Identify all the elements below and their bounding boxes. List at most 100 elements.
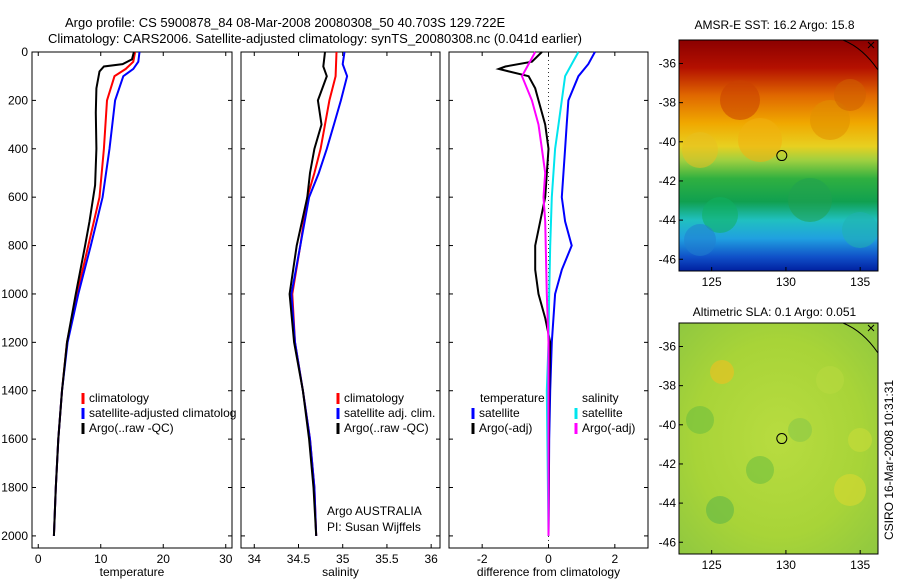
sla-ytick-label: -42 [659,457,677,471]
sst-ytick-label: -44 [659,213,677,227]
salinity-series-2 [288,51,328,536]
salinity-panel: 34 34.5 35 35.5 36 salinity climatologysatelli… [240,51,441,579]
temperature-ytick-label: 1800 [1,481,28,495]
sla-map-title: Altimetric SLA: 0.1 Argo: 0.051 [693,305,857,319]
sla-xtick-label: 135 [850,558,870,572]
temperature-ytick-label: 1200 [1,335,28,349]
sla-texture-blob [788,418,812,442]
sst-xtick-label: 125 [702,275,722,289]
sst-map-title: AMSR-E SST: 16.2 Argo: 15.8 [694,18,854,32]
temperature-series-2 [52,51,135,536]
header-line-1: Argo profile: CS 5900878_84 08-Mar-2008 … [65,15,506,30]
difference-xtick-label: 2 [611,552,618,566]
difference-legend-sal-label: satellite [582,406,623,420]
sst-ytick-label: -42 [659,174,677,188]
sla-map-frame [678,322,879,555]
difference-legend-header-salinity: salinity [582,391,619,405]
salinity-legend-label: Argo(..raw -QC) [344,421,429,435]
header-line-2: Climatology: CARS2006. Satellite-adjuste… [48,31,582,46]
temperature-ytick-label: 0 [21,45,28,59]
sst-texture-blob [720,80,760,120]
sst-texture-blob [842,212,878,248]
sst-ytick-label: -36 [659,56,677,70]
sla-ytick-label: -46 [659,535,677,549]
temperature-panel: 0 10 20 30 0 200 400 600 800 1000 1200 1400 1600 1800… [1,45,236,579]
sla-ytick-label: -44 [659,496,677,510]
temperature-xtick-label: 20 [157,552,171,566]
temperature-axes-box [31,51,233,549]
difference-legend-sal-label: Argo(-adj) [582,421,635,435]
salinity-legend-label: satellite adj. clim. [344,406,435,420]
difference-legend-header-temperature: temperature [480,391,545,405]
temperature-xtick-label: 0 [35,552,42,566]
sla-texture-blob [848,428,872,452]
argo-info-line-2: PI: Susan Wijffels [327,520,421,534]
difference-legend-temp-label: satellite [479,406,520,420]
sla-texture-blob [706,496,734,524]
temperature-ytick-label: 600 [8,190,28,204]
salinity-xtick-label: 34.5 [287,552,311,566]
difference-series-0 [547,51,596,536]
sst-field [679,40,878,271]
sla-map-panel: Altimetric SLA: 0.1 Argo: 0.051 125 130 135… [659,305,879,572]
sla-texture-blob [816,366,844,394]
sla-xtick-label: 130 [776,558,796,572]
temperature-legend-label: climatology [89,391,149,405]
sla-xtick-label: 125 [702,558,722,572]
salinity-xtick-label: 35.5 [375,552,399,566]
sst-map-panel: AMSR-E SST: 16.2 Argo: 15.8 125 130 135 -36 -… [659,18,879,289]
side-timestamp-label: CSIRO 16-Mar-2008 10:31:31 [882,380,896,540]
temperature-xlabel: temperature [100,565,165,579]
sst-texture-blob [684,224,716,256]
difference-legend-temp-label: Argo(-adj) [479,421,532,435]
temperature-ytick-label: 1400 [1,384,28,398]
sst-ytick-label: -38 [659,96,677,110]
difference-xtick-label: -2 [477,552,488,566]
sst-texture-blob [834,79,866,111]
temperature-legend-label: satellite-adjusted climatolog [89,406,236,420]
sst-texture-blob [788,178,832,222]
salinity-xtick-label: 35 [336,552,350,566]
sst-map-frame [678,39,879,272]
sst-corner-marker [867,41,875,49]
sst-texture-blob [702,197,738,233]
sst-xtick-label: 135 [850,275,870,289]
sla-texture-blob [834,474,866,506]
temperature-xtick-label: 10 [94,552,108,566]
sst-float-marker [776,150,788,162]
argo-info-line-1: Argo AUSTRALIA [327,504,422,518]
sla-ytick-label: -38 [659,379,677,393]
difference-xlabel: difference from climatology [477,565,620,579]
temperature-ytick-label: 2000 [1,529,28,543]
sla-corner-marker [867,324,875,332]
difference-series-3 [520,51,550,536]
sst-coastline [842,40,878,71]
sst-ytick-label: -40 [659,135,677,149]
sst-texture-blob [738,118,782,162]
sst-xtick-label: 130 [776,275,796,289]
temperature-ytick-label: 400 [8,142,28,156]
temperature-ytick-label: 800 [8,239,28,253]
temperature-ytick-label: 200 [8,93,28,107]
temperature-ytick-label: 1600 [1,432,28,446]
salinity-axes-box [240,51,441,549]
sla-texture-blob [710,360,734,384]
difference-series-1 [495,51,552,536]
salinity-legend-label: climatology [344,391,404,405]
temperature-legend-label: Argo(..raw -QC) [89,421,174,435]
salinity-xtick-label: 34 [248,552,262,566]
sla-float-marker [776,433,788,445]
salinity-xtick-label: 36 [424,552,438,566]
salinity-xlabel: salinity [322,565,359,579]
sla-ytick-label: -36 [659,339,677,353]
sla-coastline [842,323,878,354]
sla-field [679,323,878,554]
sst-ytick-label: -46 [659,252,677,266]
sst-texture-blob [810,100,850,140]
sla-texture-blob [746,456,774,484]
temperature-xtick-label: 30 [219,552,233,566]
difference-xtick-label: 0 [545,552,552,566]
